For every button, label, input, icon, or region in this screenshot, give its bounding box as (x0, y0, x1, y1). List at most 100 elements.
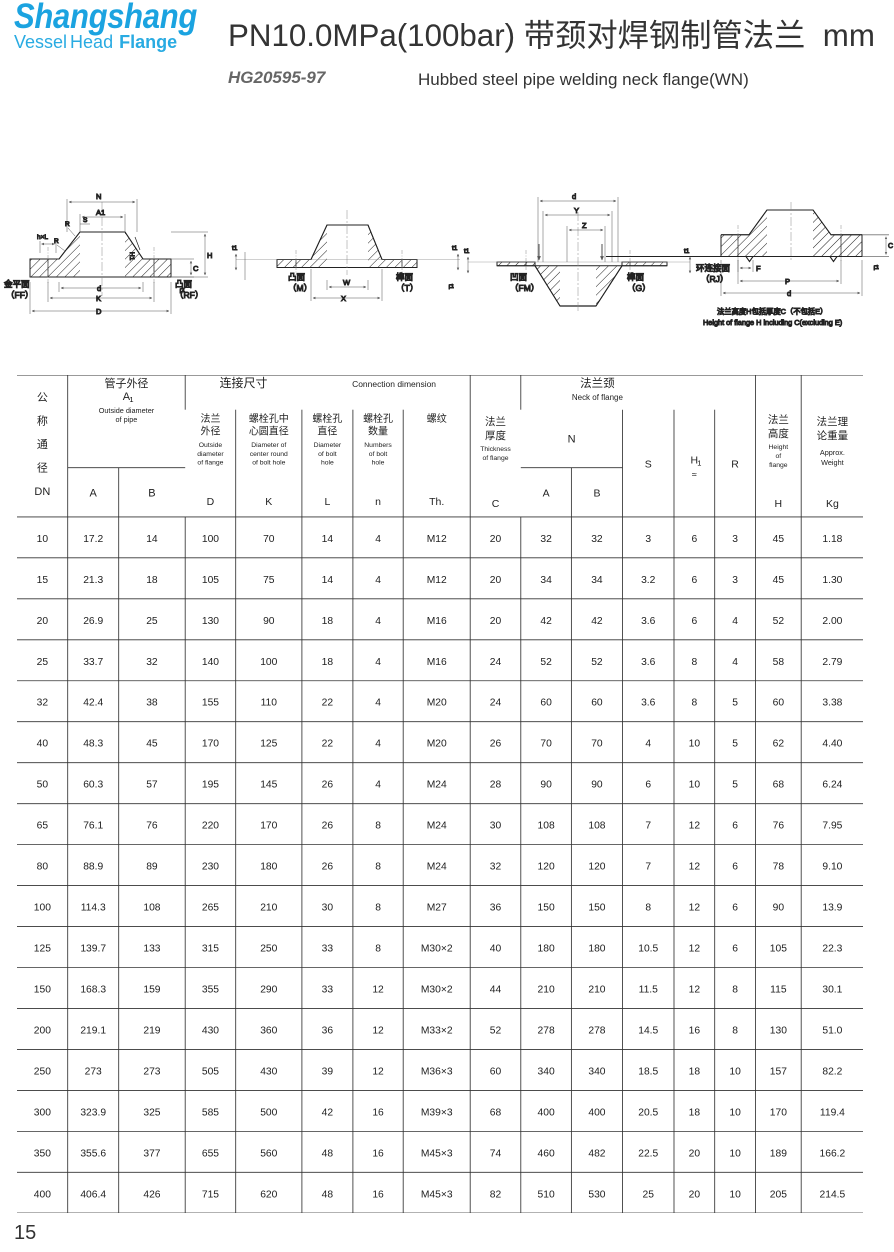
svg-text:155: 155 (202, 697, 219, 708)
svg-text:180: 180 (537, 943, 554, 954)
svg-text:4: 4 (375, 779, 381, 790)
svg-text:t1: t1 (684, 248, 690, 255)
svg-text:482: 482 (588, 1148, 605, 1159)
svg-text:60: 60 (490, 1066, 502, 1077)
svg-text:16: 16 (372, 1148, 384, 1159)
svg-text:d: d (572, 192, 576, 201)
svg-text:M36×3: M36×3 (421, 1066, 453, 1077)
svg-text:14: 14 (321, 533, 333, 544)
svg-text:24: 24 (490, 697, 502, 708)
svg-text:W: W (343, 278, 351, 287)
svg-text:22.3: 22.3 (822, 943, 842, 954)
svg-text:32: 32 (146, 656, 158, 667)
svg-text:45: 45 (772, 533, 784, 544)
svg-text:8: 8 (375, 902, 381, 913)
svg-text:22: 22 (321, 697, 333, 708)
svg-text:52: 52 (591, 656, 603, 667)
svg-text:170: 170 (202, 738, 219, 749)
svg-text:法兰颈: 法兰颈 (580, 376, 615, 390)
svg-text:6: 6 (732, 943, 738, 954)
svg-text:70: 70 (540, 738, 552, 749)
svg-text:螺纹: 螺纹 (427, 412, 447, 425)
svg-text:426: 426 (143, 1189, 160, 1200)
svg-text:Kg: Kg (826, 498, 839, 509)
svg-text:M20: M20 (426, 738, 446, 749)
svg-text:400: 400 (34, 1189, 51, 1200)
svg-text:8: 8 (375, 943, 381, 954)
svg-text:C: C (193, 264, 199, 273)
svg-text:Neck of flange: Neck of flange (572, 393, 624, 402)
svg-text:400: 400 (537, 1107, 554, 1118)
svg-text:114.3: 114.3 (81, 902, 106, 913)
svg-text:120: 120 (537, 861, 554, 872)
svg-text:430: 430 (260, 1066, 277, 1077)
svg-text:360: 360 (260, 1025, 277, 1036)
svg-text:M24: M24 (426, 861, 446, 872)
svg-text:10: 10 (688, 779, 700, 790)
svg-text:230: 230 (202, 861, 219, 872)
svg-text:24: 24 (490, 656, 502, 667)
svg-text:通: 通 (37, 438, 48, 451)
svg-text:3.6: 3.6 (641, 697, 656, 708)
svg-text:6: 6 (645, 779, 651, 790)
svg-text:8: 8 (375, 861, 381, 872)
svg-text:Z: Z (582, 221, 587, 230)
svg-text:diameter: diameter (197, 450, 224, 457)
svg-text:n: n (375, 496, 381, 507)
svg-text:N: N (96, 192, 101, 201)
svg-text:hole: hole (371, 459, 384, 466)
svg-text:48: 48 (321, 1148, 333, 1159)
svg-text:M24: M24 (426, 779, 446, 790)
svg-text:150: 150 (34, 984, 51, 995)
svg-text:108: 108 (588, 820, 605, 831)
svg-text:355.6: 355.6 (80, 1148, 106, 1159)
svg-text:20: 20 (490, 533, 502, 544)
svg-text:105: 105 (770, 943, 787, 954)
svg-text:26: 26 (321, 820, 333, 831)
svg-text:4: 4 (645, 738, 651, 749)
svg-text:Diameter: Diameter (313, 442, 341, 449)
svg-text:12: 12 (688, 820, 700, 831)
svg-text:称: 称 (37, 413, 48, 427)
svg-text:74: 74 (490, 1148, 502, 1159)
svg-text:B: B (593, 488, 600, 499)
svg-text:16: 16 (372, 1107, 384, 1118)
svg-text:82: 82 (490, 1189, 502, 1200)
svg-text:B: B (148, 487, 155, 499)
svg-text:10.5: 10.5 (638, 943, 658, 954)
svg-text:17.2: 17.2 (83, 533, 103, 544)
svg-text:d: d (97, 284, 101, 293)
svg-text:530: 530 (588, 1189, 605, 1200)
svg-text:DN: DN (34, 486, 50, 498)
svg-text:150: 150 (537, 902, 554, 913)
svg-text:K: K (265, 496, 272, 507)
svg-text:500: 500 (260, 1107, 277, 1118)
svg-text:40: 40 (36, 738, 48, 749)
svg-text:flange: flange (769, 462, 788, 469)
svg-text:8: 8 (645, 902, 651, 913)
svg-text:18: 18 (321, 656, 333, 667)
svg-text:S: S (645, 459, 652, 470)
svg-text:4: 4 (375, 697, 381, 708)
svg-text:7: 7 (645, 820, 651, 831)
svg-text:278: 278 (588, 1025, 605, 1036)
svg-text:76.1: 76.1 (83, 820, 103, 831)
svg-text:of: of (775, 453, 781, 460)
svg-text:42: 42 (321, 1107, 333, 1118)
svg-text:65: 65 (36, 820, 48, 831)
svg-text:60: 60 (540, 697, 552, 708)
svg-text:t1: t1 (452, 245, 458, 252)
svg-text:30.1: 30.1 (822, 984, 842, 995)
svg-text:60: 60 (591, 697, 603, 708)
svg-text:榫面: 榫面 (627, 272, 645, 282)
svg-text:195: 195 (202, 779, 219, 790)
svg-text:250: 250 (260, 943, 277, 954)
svg-text:凸面: 凸面 (288, 272, 306, 282)
svg-text:M45×3: M45×3 (421, 1189, 453, 1200)
svg-text:M20: M20 (426, 697, 446, 708)
svg-text:12: 12 (372, 984, 384, 995)
svg-text:60: 60 (772, 697, 784, 708)
svg-text:460: 460 (537, 1148, 554, 1159)
svg-text:H: H (774, 498, 782, 509)
svg-text:90: 90 (591, 779, 603, 790)
